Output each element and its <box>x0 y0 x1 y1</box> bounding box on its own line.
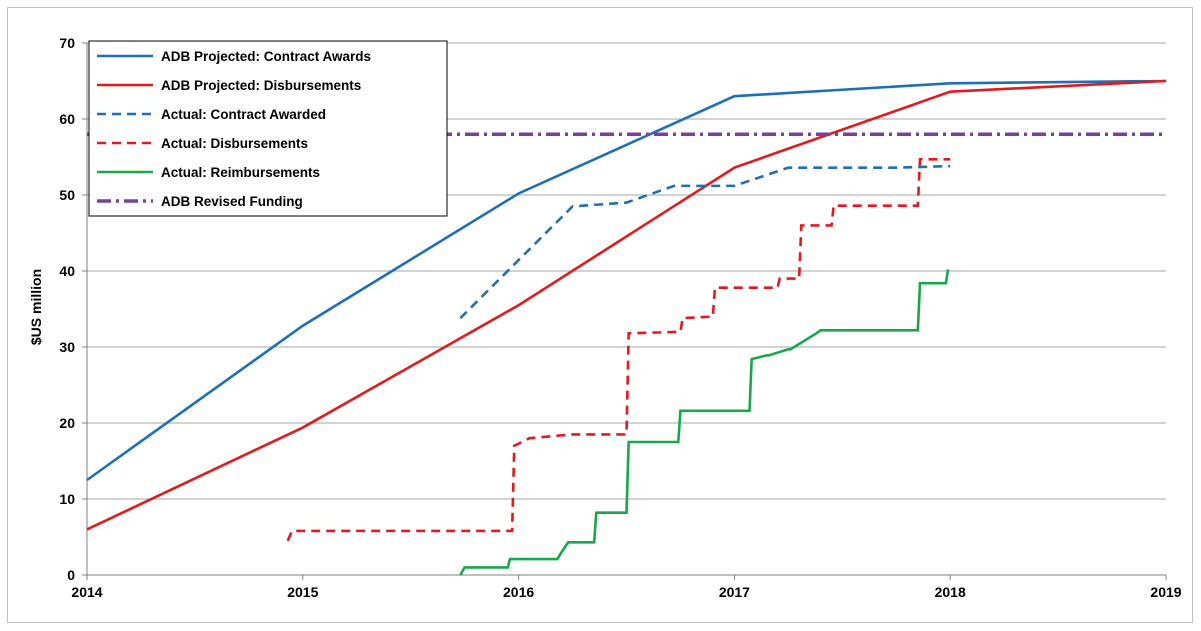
legend-label: Actual: Reimbursements <box>161 165 320 180</box>
y-tick-label: 0 <box>67 567 75 583</box>
x-tick-label: 2016 <box>503 584 534 600</box>
chart-frame <box>7 7 1193 623</box>
x-tick-label: 2018 <box>935 584 966 600</box>
y-tick-label: 40 <box>59 263 75 279</box>
legend-box <box>88 40 448 217</box>
x-tick-label: 2014 <box>71 584 102 600</box>
legend-label: ADB Projected: Contract Awards <box>161 49 371 64</box>
y-tick-label: 70 <box>59 35 75 51</box>
y-tick-label: 30 <box>59 339 75 355</box>
series-lines <box>86 79 1167 576</box>
y-tick-label: 10 <box>59 491 75 507</box>
y-tick-label: 20 <box>59 415 75 431</box>
y-tick-label: 60 <box>59 111 75 127</box>
series-line-3 <box>459 164 951 320</box>
y-tick-label: 50 <box>59 187 75 203</box>
x-tick-label: 2017 <box>719 584 750 600</box>
axes: 0 10 20 30 40 50 60 70 2014 2015 2016 2017 2018 2019 <box>59 35 1181 600</box>
x-tick-label: 2019 <box>1150 584 1181 600</box>
legend-label: Actual: Disbursements <box>161 136 308 151</box>
legend-label: ADB Revised Funding <box>161 194 303 209</box>
series-line-5 <box>459 269 950 576</box>
x-tick-label: 2015 <box>287 584 318 600</box>
legend-label: ADB Projected: Disbursements <box>161 78 361 93</box>
legend-label: Actual: Contract Awarded <box>161 107 326 122</box>
series-line-1 <box>86 79 1167 482</box>
series-line-4 <box>286 157 951 542</box>
y-axis-title: $US million <box>28 269 44 345</box>
legend: ADB Projected: Contract Awards ADB Projec… <box>88 40 448 217</box>
series-line-2 <box>86 79 1167 531</box>
